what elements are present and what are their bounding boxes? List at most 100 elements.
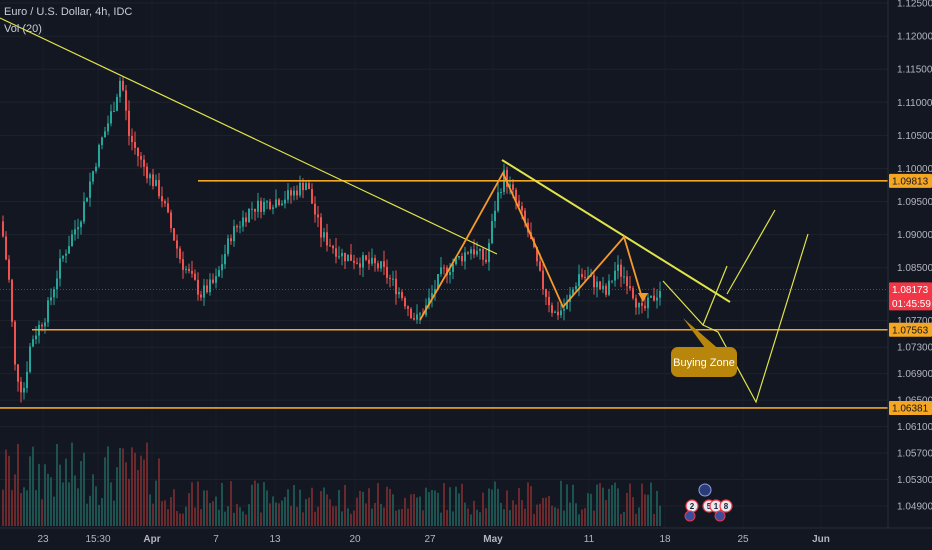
current-price-label: 1.08173: [892, 285, 929, 296]
candle-body: [194, 273, 196, 280]
volume-bar: [647, 494, 649, 526]
candle-body: [410, 308, 412, 319]
volume-bar: [29, 456, 31, 526]
volume-bar: [578, 514, 580, 526]
candle-body: [443, 267, 445, 269]
volume-bar: [593, 510, 595, 526]
volume-bar: [536, 504, 538, 526]
candle-body: [236, 226, 238, 228]
candle-body: [281, 203, 283, 205]
volume-bar: [251, 484, 253, 526]
candle-body: [605, 285, 607, 295]
candle-body: [206, 285, 208, 293]
candle-body: [395, 278, 397, 295]
price-axis[interactable]: 1.12500 1.12000 1.11500 1.11000 1.10500 1.100…: [887, 0, 932, 550]
volume-label[interactable]: Vol (20): [4, 23, 42, 35]
volume-bar: [104, 457, 106, 526]
volume-bar: [533, 514, 535, 526]
volume-bar: [545, 497, 547, 526]
volume-bar: [353, 510, 355, 526]
candle-body: [578, 274, 580, 287]
price-tick-label: 1.11000: [897, 98, 932, 109]
candle-body: [539, 261, 541, 271]
candle-body: [41, 324, 43, 327]
candle-body: [521, 206, 523, 211]
time-tick-label: 11: [584, 534, 595, 545]
candle-body: [602, 285, 604, 290]
volume-bar: [131, 447, 133, 526]
candle-body: [170, 212, 172, 229]
volume-bar: [338, 489, 340, 526]
symbol-title[interactable]: Euro / U.S. Dollar, 4h, IDC: [4, 6, 133, 18]
volume-bar: [245, 514, 247, 526]
level-price-tag: [889, 400, 932, 415]
candle-body: [623, 276, 625, 278]
price-tick-label: 1.07700: [897, 316, 932, 327]
candle-body: [230, 238, 232, 242]
volume-bar: [488, 488, 490, 526]
price-tick-label: 1.09000: [897, 230, 932, 241]
candle-body: [278, 199, 280, 205]
volume-bar: [293, 484, 295, 526]
volume-bar: [170, 497, 172, 526]
volume-bar: [512, 500, 514, 526]
volume-bar: [626, 492, 628, 526]
volume-bar: [563, 510, 565, 526]
candle-body: [314, 203, 316, 215]
volume-bar: [650, 482, 652, 526]
candle-body: [44, 322, 46, 327]
volume-bar: [419, 496, 421, 526]
volume-bar: [311, 487, 313, 526]
candle-body: [59, 258, 61, 279]
volume-bar: [659, 505, 661, 526]
candle-body: [401, 292, 403, 299]
price-tick-label: 1.04900: [897, 502, 932, 513]
candle-body: [464, 252, 466, 262]
candle-body: [155, 179, 157, 187]
candle-body: [371, 257, 373, 264]
volume-bar: [185, 506, 187, 526]
volume-bar: [215, 496, 217, 526]
candle-body: [599, 281, 601, 290]
volume-bar: [191, 482, 193, 526]
volume-bar: [452, 511, 454, 526]
candle-body: [2, 221, 4, 237]
candle-body: [458, 256, 460, 258]
volume-bar: [629, 483, 631, 526]
candle-body: [29, 346, 31, 372]
candle-body: [263, 201, 265, 212]
grid-lines: [0, 2, 888, 507]
projection-path: [726, 209, 776, 295]
candle-body: [122, 80, 124, 91]
candle-body: [365, 255, 367, 260]
candle-body: [644, 305, 646, 309]
volume-bar: [20, 493, 22, 526]
candle-body: [50, 297, 52, 301]
volume-bar: [380, 503, 382, 526]
event-badge-label: 1: [714, 502, 719, 511]
volume-bar: [125, 462, 127, 526]
volume-bar: [2, 489, 4, 526]
candle-body: [449, 271, 451, 275]
volume-bar: [239, 507, 241, 526]
candle-body: [110, 111, 112, 124]
candle-body: [428, 297, 430, 306]
volume-bar: [524, 508, 526, 526]
candle-body: [191, 270, 193, 274]
candle-body: [317, 214, 319, 218]
volume-bar: [326, 494, 328, 526]
level-price-tag: [889, 322, 932, 337]
time-tick-label: 23: [37, 534, 49, 545]
time-axis[interactable]: 23 15:30 Apr 7 13 20 27 May 11 18 25 Jun: [0, 527, 932, 545]
volume-bar: [455, 486, 457, 526]
volume-bar: [92, 474, 94, 526]
volume-bar: [269, 503, 271, 526]
volume-bar: [446, 510, 448, 526]
volume-bar: [548, 496, 550, 526]
volume-bar: [89, 495, 91, 526]
candle-body: [251, 208, 253, 210]
volume-bar: [308, 497, 310, 526]
volume-bar: [581, 509, 583, 526]
candle-body: [218, 270, 220, 277]
